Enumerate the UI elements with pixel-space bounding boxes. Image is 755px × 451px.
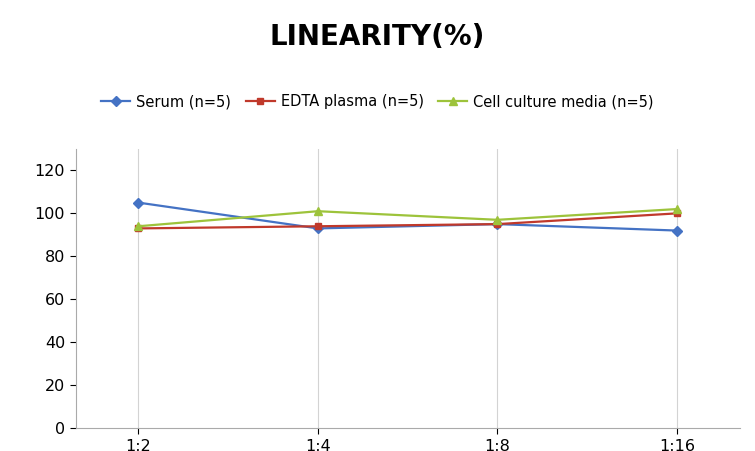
Legend: Serum (n=5), EDTA plasma (n=5), Cell culture media (n=5): Serum (n=5), EDTA plasma (n=5), Cell cul… xyxy=(95,88,660,115)
Text: LINEARITY(%): LINEARITY(%) xyxy=(270,23,485,51)
